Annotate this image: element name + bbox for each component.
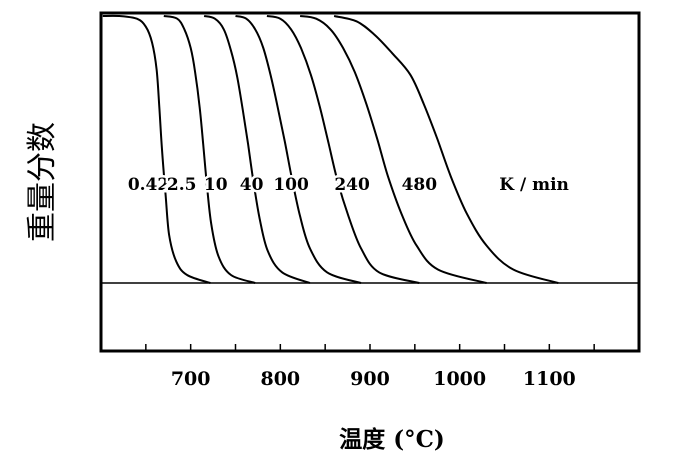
curve-labels: 0.422.5 10 40 100 240 480	[125, 173, 439, 198]
x-tick-label: 700	[171, 368, 211, 390]
y-axis-title: 重量分数	[25, 122, 60, 242]
series-line-480	[333, 15, 559, 284]
curve-label: 480	[402, 175, 438, 195]
series-line-40	[235, 15, 362, 284]
series-line-100	[266, 15, 420, 284]
x-ticks: 700 800 900 1000 1100	[145, 344, 595, 390]
curve-label: 10	[204, 175, 228, 195]
curve-label: 240	[334, 175, 370, 195]
series-line-0.42	[102, 14, 211, 284]
curve-label: 100	[273, 175, 309, 195]
curve-label: 40	[240, 175, 264, 195]
x-tick-label: 800	[260, 368, 300, 390]
x-tick-label: 900	[350, 368, 390, 390]
series-line-2.5	[163, 15, 256, 284]
unit-label: K / min	[499, 175, 569, 195]
x-tick-label: 1000	[433, 368, 486, 390]
curve-label: 0.42	[128, 175, 169, 195]
x-axis-title: 温度 (°C)	[339, 426, 445, 453]
x-tick-label: 1100	[523, 368, 576, 390]
curves	[102, 14, 559, 284]
series-line-10	[203, 15, 311, 284]
curve-label: 2.5	[167, 175, 197, 195]
series-line-240	[299, 15, 487, 284]
